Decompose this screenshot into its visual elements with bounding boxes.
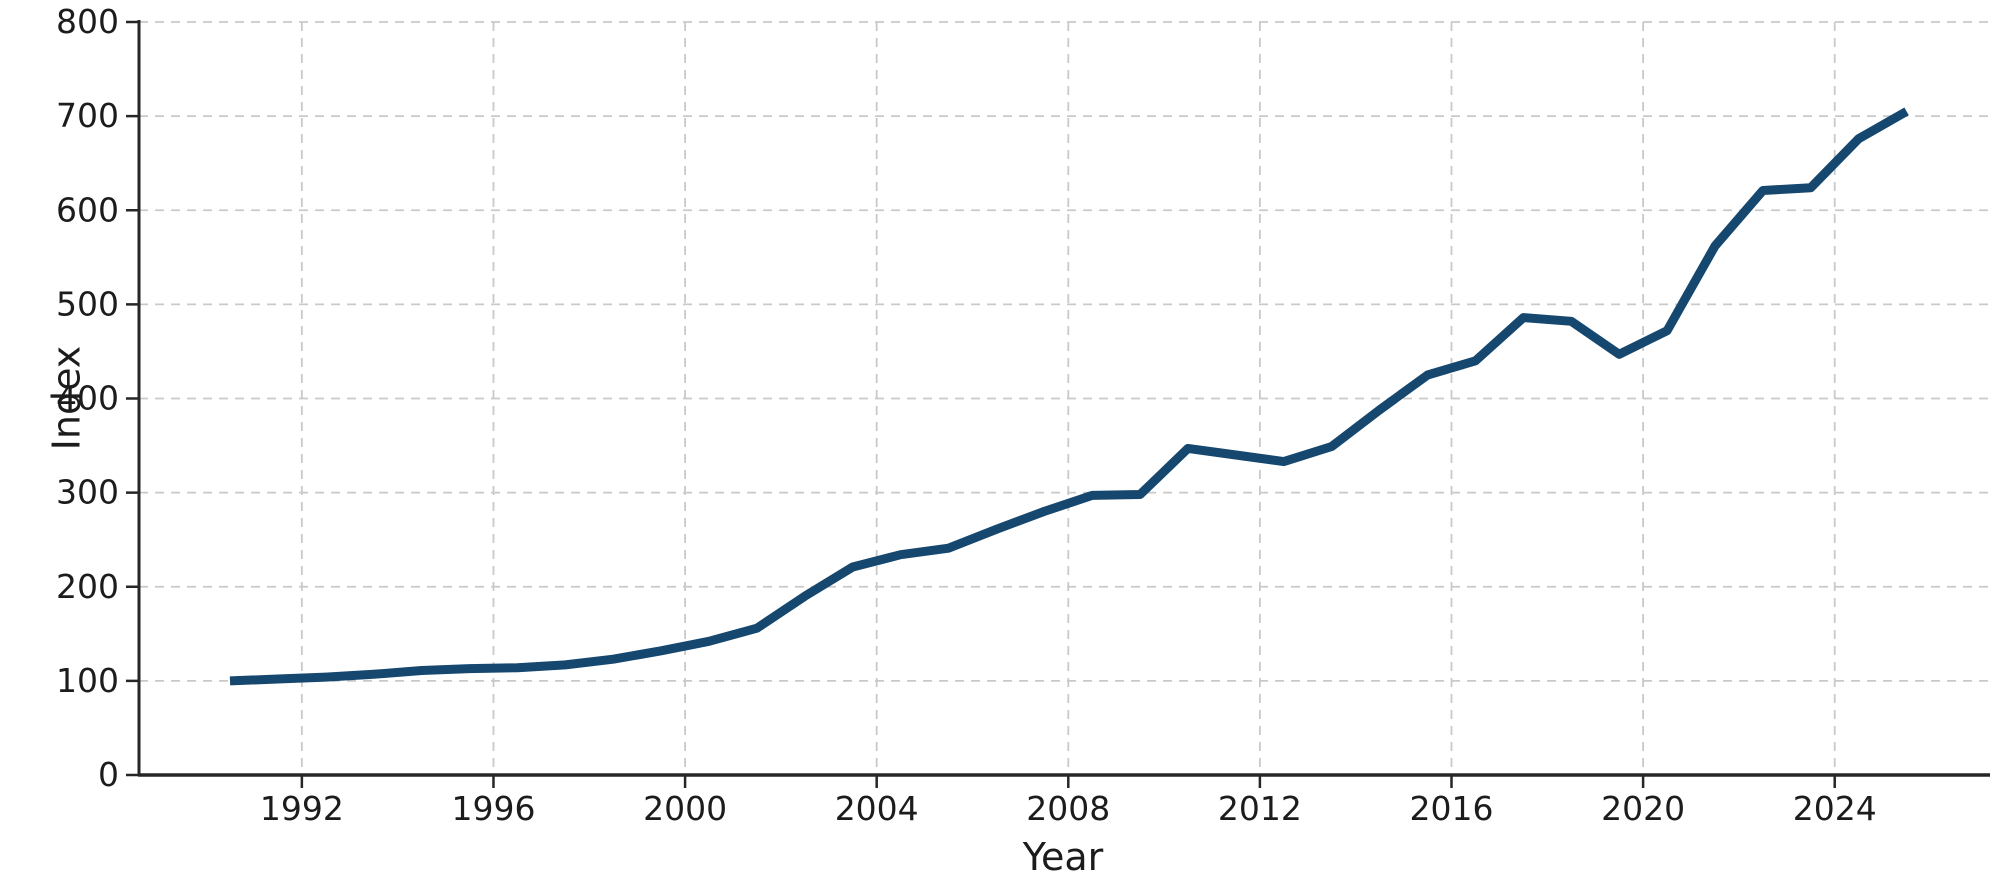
x-tick-label: 2000: [643, 789, 727, 828]
y-axis-title: Index: [44, 345, 89, 451]
y-tick-label: 100: [56, 661, 119, 700]
y-tick-label: 500: [56, 284, 119, 323]
x-tick-label: 2016: [1410, 789, 1494, 828]
y-tick-label: 200: [56, 567, 119, 606]
x-tick-label: 1992: [260, 789, 344, 828]
y-tick-label: 800: [56, 2, 119, 41]
x-tick-label: 2020: [1601, 789, 1685, 828]
x-tick-label: 2012: [1218, 789, 1302, 828]
y-tick-label: 0: [98, 755, 119, 794]
y-tick-label: 300: [56, 473, 119, 512]
x-tick-label: 2004: [835, 789, 919, 828]
x-tick-label: 2008: [1026, 789, 1110, 828]
x-tick-label: 1996: [451, 789, 535, 828]
y-tick-label: 400: [56, 379, 119, 418]
y-tick-label: 700: [56, 96, 119, 135]
x-axis-title: Year: [1022, 835, 1104, 879]
data-line-index: [229, 107, 1909, 686]
x-tick-label: 2024: [1793, 789, 1877, 828]
y-tick-label: 600: [56, 190, 119, 229]
